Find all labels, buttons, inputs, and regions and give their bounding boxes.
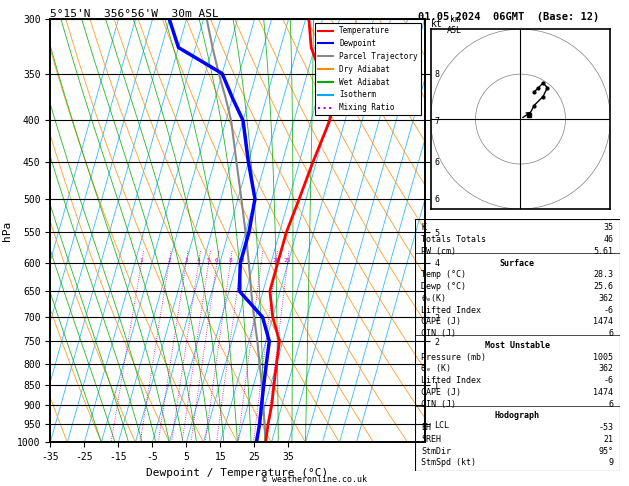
Text: 1474: 1474 <box>593 317 613 327</box>
Text: CAPE (J): CAPE (J) <box>421 388 461 397</box>
Text: 95°: 95° <box>598 447 613 456</box>
Text: -6: -6 <box>603 376 613 385</box>
Text: CAPE (J): CAPE (J) <box>421 317 461 327</box>
Text: 5: 5 <box>207 258 211 263</box>
Text: CIN (J): CIN (J) <box>421 399 456 409</box>
Text: Temp (°C): Temp (°C) <box>421 270 466 279</box>
Text: 1474: 1474 <box>593 388 613 397</box>
Text: θₑ (K): θₑ (K) <box>421 364 451 373</box>
Text: 1005: 1005 <box>593 353 613 362</box>
Text: 1: 1 <box>140 258 143 263</box>
Text: θₑ(K): θₑ(K) <box>421 294 446 303</box>
Text: 5°15'N  356°56'W  30m ASL: 5°15'N 356°56'W 30m ASL <box>50 9 219 18</box>
Text: Hodograph: Hodograph <box>495 412 540 420</box>
Text: PW (cm): PW (cm) <box>421 247 456 256</box>
Text: 6: 6 <box>215 258 219 263</box>
Text: K: K <box>421 224 426 232</box>
Text: StmDir: StmDir <box>421 447 451 456</box>
Text: Surface: Surface <box>500 259 535 268</box>
Text: 10: 10 <box>237 258 245 263</box>
Text: 5.61: 5.61 <box>593 247 613 256</box>
Text: 362: 362 <box>598 294 613 303</box>
Text: 3: 3 <box>184 258 188 263</box>
Text: Lifted Index: Lifted Index <box>421 306 481 314</box>
Y-axis label: km
ASL: km ASL <box>447 15 462 35</box>
Text: 01.05.2024  06GMT  (Base: 12): 01.05.2024 06GMT (Base: 12) <box>418 12 599 22</box>
Text: StmSpd (kt): StmSpd (kt) <box>421 458 476 468</box>
Text: 9: 9 <box>608 458 613 468</box>
Text: Dewp (°C): Dewp (°C) <box>421 282 466 291</box>
Text: 2: 2 <box>167 258 171 263</box>
Y-axis label: hPa: hPa <box>1 221 11 241</box>
Text: © weatheronline.co.uk: © weatheronline.co.uk <box>262 474 367 484</box>
Text: 21: 21 <box>603 435 613 444</box>
Text: -6: -6 <box>603 306 613 314</box>
Text: 28.3: 28.3 <box>593 270 613 279</box>
Text: 6: 6 <box>608 329 613 338</box>
Text: 6: 6 <box>608 399 613 409</box>
Text: 362: 362 <box>598 364 613 373</box>
Text: CIN (J): CIN (J) <box>421 329 456 338</box>
Text: Pressure (mb): Pressure (mb) <box>421 353 486 362</box>
Text: SREH: SREH <box>421 435 442 444</box>
Legend: Temperature, Dewpoint, Parcel Trajectory, Dry Adiabat, Wet Adiabat, Isotherm, Mi: Temperature, Dewpoint, Parcel Trajectory… <box>314 23 421 115</box>
Text: 25.6: 25.6 <box>593 282 613 291</box>
Text: EH: EH <box>421 423 431 432</box>
Text: Lifted Index: Lifted Index <box>421 376 481 385</box>
Text: 4: 4 <box>197 258 201 263</box>
X-axis label: Dewpoint / Temperature (°C): Dewpoint / Temperature (°C) <box>147 468 328 478</box>
Text: kt: kt <box>431 19 442 29</box>
Text: 35: 35 <box>603 224 613 232</box>
Text: 8: 8 <box>228 258 232 263</box>
Text: -53: -53 <box>598 423 613 432</box>
Text: Most Unstable: Most Unstable <box>485 341 550 350</box>
Text: 25: 25 <box>284 258 291 263</box>
Text: 20: 20 <box>272 258 280 263</box>
Text: Totals Totals: Totals Totals <box>421 235 486 244</box>
Text: 46: 46 <box>603 235 613 244</box>
